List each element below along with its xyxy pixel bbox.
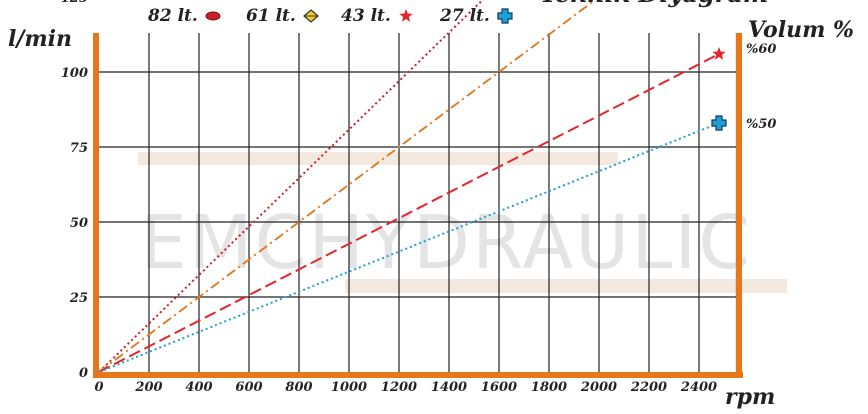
series-marker-star [712,47,726,60]
series-line-2 [98,0,597,373]
y-tick-label: 125 [61,0,88,6]
y2-axis-title: Volum % [748,17,854,43]
legend-label: 82 lt. [147,6,198,26]
x-tick-label: 1400 [431,380,467,395]
chart-title: Teknik Diyagram [540,0,768,8]
y2-axis-bar [736,33,742,378]
series-marker-star [399,9,413,22]
x-tick-label: 1000 [331,380,367,395]
y-tick-label: 75 [70,141,88,156]
x-tick-label: 2200 [630,380,667,395]
y-tick-label: 0 [79,366,88,381]
y-axis-bar [93,33,99,378]
x-tick-label: 200 [134,380,162,395]
curves [98,0,727,373]
legend: 82 lt. 61 lt. 43 lt. 27 lt. [147,6,513,26]
series-marker-cross [711,115,727,131]
y-axis-title: l/min [8,26,72,52]
series-marker-cross [497,8,513,24]
series-line-4 [98,122,720,373]
x-tick-label: 1200 [381,380,417,395]
x-tick-label: 1600 [481,380,517,395]
y-tick-label: 50 [70,216,88,231]
x-tick-label: 2000 [580,380,617,395]
y2-tick-label: %60 [746,42,776,57]
x-tick-label: 1800 [531,380,567,395]
tick-labels: 0 200 400 600 800 1000 1200 1400 1600 1800 2000 220… [61,0,777,395]
y-tick-label: 25 [69,291,88,306]
series-line-1 [98,0,485,373]
x-tick-label: 0 [94,380,103,395]
series-marker-ellipse [205,11,221,21]
watermark-text: EMCHYDRAULIC [140,200,752,286]
legend-label: 27 lt. [439,6,490,26]
x-axis-bar [93,372,743,378]
x-axis-title: rpm [725,384,775,410]
watermark-band-top [138,152,618,165]
x-tick-label: 800 [285,380,312,395]
legend-label: 43 lt. [341,6,391,26]
watermark-band-bottom [345,279,787,293]
legend-label: 61 lt. [246,6,296,26]
y-tick-label: 100 [61,66,88,81]
series-line-3 [98,53,720,373]
grid [99,33,738,372]
x-tick-label: 600 [235,380,262,395]
y2-tick-label: %50 [746,117,776,132]
x-tick-label: 2400 [680,380,717,395]
x-tick-label: 400 [185,380,212,395]
